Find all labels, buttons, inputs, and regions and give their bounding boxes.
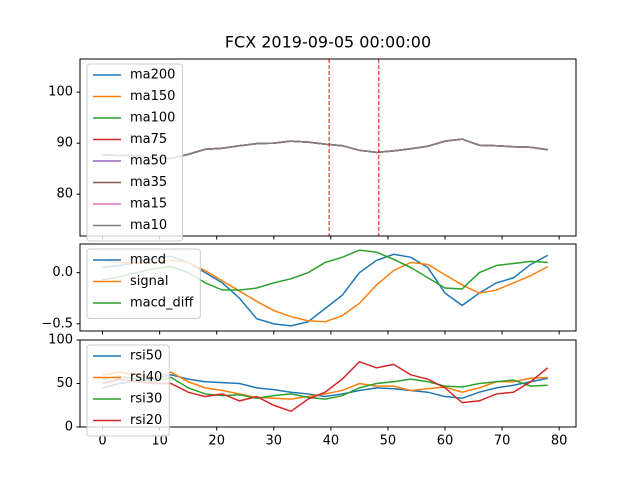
- y-tick-label: 0.0: [52, 265, 73, 280]
- x-tick-label: 10: [151, 434, 168, 449]
- legend-label: ma75: [130, 132, 167, 147]
- x-tick-label: 40: [323, 434, 340, 449]
- legend-box: [86, 344, 170, 437]
- legend-label: ma35: [130, 175, 167, 190]
- plot-frame: [79, 58, 577, 237]
- x-tick-label: 0: [98, 434, 106, 449]
- series-line: [102, 371, 548, 400]
- legend-label: ma150: [130, 89, 175, 104]
- legend-label: ma200: [130, 68, 175, 83]
- y-tick-label: 80: [56, 187, 73, 202]
- plot-frame: [79, 339, 577, 428]
- legend-label: ma50: [130, 154, 167, 169]
- legend-label: rsi40: [130, 370, 162, 385]
- legend-label: macd: [130, 253, 166, 268]
- x-tick-label: 60: [437, 434, 454, 449]
- legend-label: ma100: [130, 111, 175, 126]
- series-line: [102, 374, 548, 400]
- chart-title: FCX 2019-09-05 00:00:00: [225, 33, 431, 52]
- y-tick-label: 90: [56, 136, 73, 151]
- y-tick-label: 0: [65, 420, 73, 435]
- legend-label: rsi50: [130, 349, 162, 364]
- legend-label: signal: [130, 274, 168, 289]
- x-tick-label: 50: [380, 434, 397, 449]
- y-tick-label: 100: [48, 85, 73, 100]
- x-tick-label: 70: [494, 434, 511, 449]
- legend-label: rsi20: [130, 413, 162, 428]
- legend-label: rsi30: [130, 392, 162, 407]
- legend-label: ma15: [130, 197, 167, 212]
- x-tick-label: 20: [208, 434, 225, 449]
- legend-label: macd_diff: [130, 296, 194, 311]
- legend-box: [86, 63, 183, 242]
- y-tick-label: 100: [48, 333, 73, 348]
- series-line: [102, 375, 548, 400]
- y-tick-label: −0.5: [41, 316, 73, 331]
- legend-label: ma10: [130, 218, 167, 233]
- plot-frame: [79, 243, 577, 332]
- legend-box: [86, 248, 201, 319]
- x-tick-label: 80: [551, 434, 568, 449]
- series-line: [102, 360, 549, 413]
- y-tick-label: 50: [56, 376, 73, 391]
- x-tick-label: 30: [266, 434, 283, 449]
